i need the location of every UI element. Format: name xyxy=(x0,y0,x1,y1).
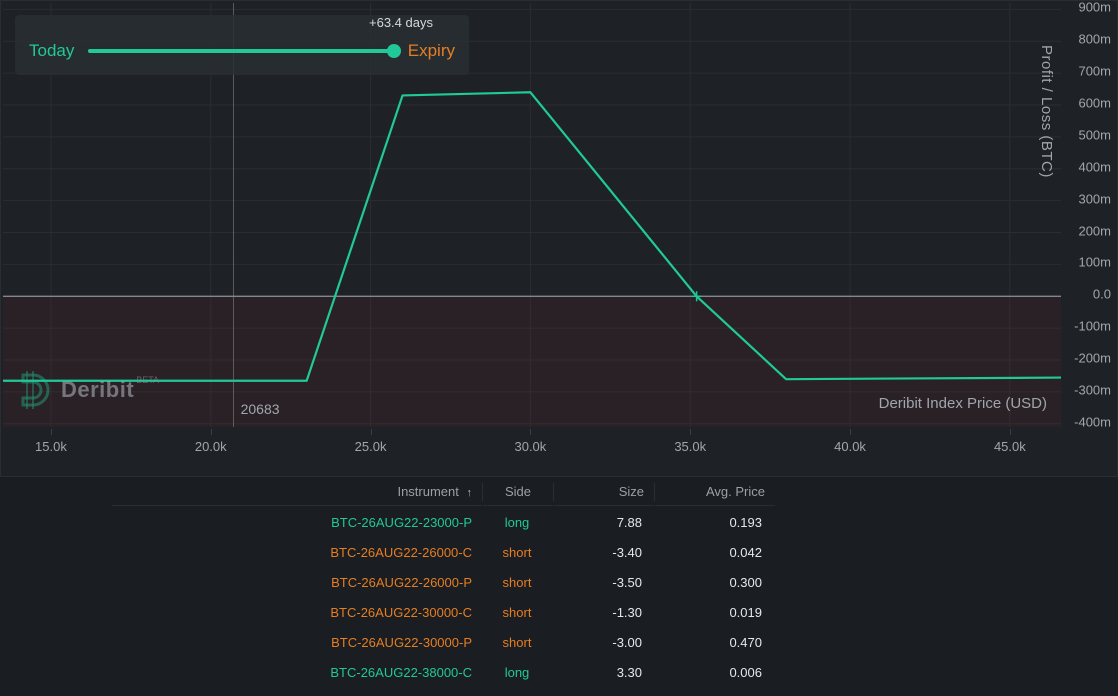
cell-size: -3.50 xyxy=(552,569,652,596)
cell-instrument: BTC-26AUG22-26000-C xyxy=(112,539,482,566)
col-header-instrument[interactable]: Instrument ↑ xyxy=(112,478,482,506)
table-row[interactable]: BTC-26AUG22-30000-Cshort-1.300.019 xyxy=(112,597,912,627)
slider-track[interactable] xyxy=(88,49,393,53)
y-tick-label: 100m xyxy=(1061,255,1111,270)
cell-size: 7.88 xyxy=(552,509,652,536)
cell-size: -1.30 xyxy=(552,599,652,626)
cell-side: short xyxy=(482,599,552,626)
cell-side: long xyxy=(482,509,552,536)
x-tick-label: 40.0k xyxy=(834,439,866,454)
cell-instrument: BTC-26AUG22-23000-P xyxy=(112,509,482,536)
sort-ascending-icon: ↑ xyxy=(467,487,473,499)
x-tick-label: 20.0k xyxy=(195,439,227,454)
cell-side: short xyxy=(482,629,552,656)
y-axis-title: Profit / Loss (BTC) xyxy=(1027,1,1055,221)
x-tick-label: 15.0k xyxy=(35,439,67,454)
time-to-expiry-slider[interactable]: +63.4 days Today Expiry xyxy=(15,15,469,75)
cell-instrument: BTC-26AUG22-38000-C xyxy=(112,659,482,686)
cell-avg-price: 0.019 xyxy=(652,599,772,626)
cell-avg-price: 0.006 xyxy=(652,659,772,686)
x-tick-label: 35.0k xyxy=(674,439,706,454)
table-header-row: Instrument ↑ Side Size Avg. Price xyxy=(112,477,912,507)
slider-expiry-label: Expiry xyxy=(408,41,455,61)
y-tick-label: 400m xyxy=(1061,159,1111,174)
y-tick-label: 800m xyxy=(1061,32,1111,47)
table-row[interactable]: BTC-26AUG22-26000-Pshort-3.500.300 xyxy=(112,567,912,597)
cell-avg-price: 0.193 xyxy=(652,509,772,536)
profit-loss-chart: -400m -300m -200m -100m 0.0 100m 200m 300m 400m 5… xyxy=(0,0,1118,477)
x-axis-title: Deribit Index Price (USD) xyxy=(879,395,1047,412)
y-tick-label: -100m xyxy=(1061,319,1111,334)
cell-size: -3.40 xyxy=(552,539,652,566)
col-header-side[interactable]: Side xyxy=(483,478,553,506)
y-tick-label: 600m xyxy=(1061,96,1111,111)
y-tick-label: -300m xyxy=(1061,382,1111,397)
cell-side: short xyxy=(482,569,552,596)
slider-today-label: Today xyxy=(29,41,74,61)
y-tick-label: 200m xyxy=(1061,223,1111,238)
y-tick-label: -200m xyxy=(1061,351,1111,366)
cell-side: long xyxy=(482,659,552,686)
table-row[interactable]: BTC-26AUG22-26000-Cshort-3.400.042 xyxy=(112,537,912,567)
col-header-avg-price[interactable]: Avg. Price xyxy=(655,478,775,506)
y-tick-label: -400m xyxy=(1061,414,1111,429)
crosshair-label: 20683 xyxy=(241,401,280,417)
deribit-logo-icon xyxy=(13,369,55,411)
col-header-instrument-label: Instrument xyxy=(397,484,458,499)
y-tick-label: 700m xyxy=(1061,64,1111,79)
col-header-size[interactable]: Size xyxy=(554,478,654,506)
cell-avg-price: 0.042 xyxy=(652,539,772,566)
y-tick-label: 0.0 xyxy=(1061,287,1111,302)
x-tick-label: 25.0k xyxy=(355,439,387,454)
y-axis-labels: -400m -300m -200m -100m 0.0 100m 200m 300m 400m 5… xyxy=(1061,1,1115,427)
cell-side: short xyxy=(482,539,552,566)
cell-avg-price: 0.300 xyxy=(652,569,772,596)
slider-thumb[interactable] xyxy=(387,44,401,58)
x-axis-labels: 15.0k 20.0k 25.0k 30.0k 35.0k 40.0k 45.0k xyxy=(3,429,1061,469)
y-tick-label: 300m xyxy=(1061,191,1111,206)
x-tick-label: 45.0k xyxy=(994,439,1026,454)
cell-avg-price: 0.470 xyxy=(652,629,772,656)
positions-table: Instrument ↑ Side Size Avg. Price BTC-26… xyxy=(112,477,912,687)
watermark-name: Deribit xyxy=(61,377,134,403)
cell-instrument: BTC-26AUG22-30000-P xyxy=(112,629,482,656)
cell-instrument: BTC-26AUG22-26000-P xyxy=(112,569,482,596)
table-row[interactable]: BTC-26AUG22-23000-Plong7.880.193 xyxy=(112,507,912,537)
table-row[interactable]: BTC-26AUG22-38000-Clong3.300.006 xyxy=(112,657,912,687)
watermark-beta: BETA xyxy=(136,375,159,385)
y-tick-label: 500m xyxy=(1061,127,1111,142)
table-row[interactable]: BTC-26AUG22-30000-Pshort-3.000.470 xyxy=(112,627,912,657)
x-tick-label: 30.0k xyxy=(514,439,546,454)
cell-size: 3.30 xyxy=(552,659,652,686)
cell-instrument: BTC-26AUG22-30000-C xyxy=(112,599,482,626)
cell-size: -3.00 xyxy=(552,629,652,656)
brand-watermark: Deribit BETA xyxy=(13,369,159,411)
y-tick-label: 900m xyxy=(1061,0,1111,15)
days-to-expiry-label: +63.4 days xyxy=(369,15,433,30)
